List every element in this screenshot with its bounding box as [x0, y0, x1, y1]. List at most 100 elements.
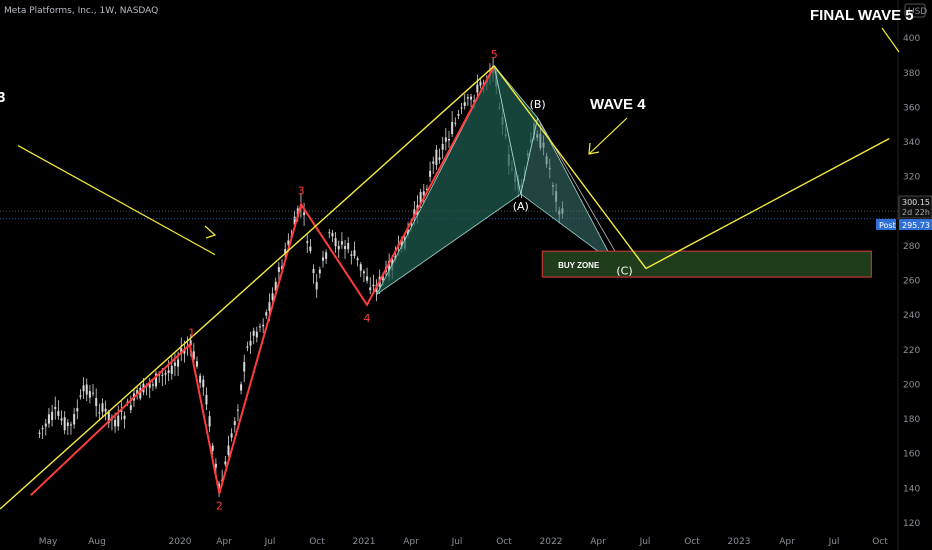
last-price-value: 300.15: [902, 198, 930, 207]
candle-body: [347, 242, 350, 250]
candle: [136, 386, 139, 400]
post-market-price: 295.73: [902, 221, 930, 230]
trend-line-impulse[interactable]: [0, 65, 495, 510]
candle: [107, 409, 110, 429]
wave-3-annotation: 3: [0, 89, 5, 106]
candle: [441, 136, 444, 159]
y-tick-label: 320: [903, 173, 920, 183]
candle-body: [73, 414, 76, 425]
y-tick-label: 240: [903, 311, 920, 321]
elliott-wave-path[interactable]: [30, 65, 496, 496]
arrow-wave-3[interactable]: [17, 145, 216, 256]
candle: [246, 341, 249, 352]
candle-body: [293, 216, 296, 225]
price-axis[interactable]: 1201401601802002202402602803003203403603…: [903, 34, 920, 529]
corrective-wave-label: (A): [513, 200, 529, 213]
candle-body: [334, 238, 337, 247]
candle-body: [98, 412, 101, 414]
candle: [224, 455, 227, 467]
buy-zone-box[interactable]: [541, 250, 872, 278]
trend-line-projection[interactable]: [493, 65, 890, 270]
y-tick-label: 260: [903, 277, 920, 287]
candle-body: [51, 411, 54, 420]
candle: [476, 74, 479, 100]
candle: [76, 399, 79, 420]
candle: [104, 400, 107, 421]
candle-body: [344, 246, 347, 250]
candle-body: [69, 424, 72, 426]
y-tick-label: 200: [903, 380, 920, 390]
candle-body: [170, 365, 173, 374]
y-tick-label: 280: [903, 242, 920, 252]
candle: [180, 337, 183, 361]
candle-body: [139, 387, 142, 399]
candle: [447, 130, 450, 148]
arrow-wave-4[interactable]: [588, 117, 628, 155]
candle: [460, 102, 463, 115]
candle: [258, 323, 261, 333]
candle-body: [180, 348, 183, 354]
candle: [356, 256, 359, 267]
candle-body: [214, 463, 217, 468]
candle-body: [325, 252, 328, 259]
y-tick-label: 360: [903, 103, 920, 113]
currency-badge[interactable]: USD: [908, 7, 927, 17]
candle: [101, 398, 104, 417]
candle-body: [400, 238, 403, 249]
candle: [73, 407, 76, 429]
candle: [271, 287, 274, 303]
candle-body: [438, 157, 441, 160]
candle: [240, 381, 243, 395]
candle: [95, 388, 98, 417]
candle-body: [192, 351, 195, 360]
candle-body: [277, 267, 280, 272]
candle-body: [303, 212, 306, 216]
candle: [44, 419, 47, 436]
candle-body: [211, 445, 214, 451]
candle-body: [306, 241, 309, 243]
candle: [202, 375, 205, 396]
candle: [470, 93, 473, 108]
candle: [63, 411, 66, 435]
pattern-bcd: [520, 116, 615, 264]
candle: [54, 396, 57, 420]
candle: [51, 404, 54, 427]
candle: [230, 428, 233, 442]
x-tick-label: 2021: [353, 537, 376, 547]
candle-body: [328, 232, 331, 234]
y-tick-label: 180: [903, 415, 920, 425]
candle-body: [262, 324, 265, 327]
candle-body: [309, 246, 312, 252]
candle-body: [189, 340, 192, 346]
candle: [347, 237, 350, 254]
candle-body: [337, 245, 340, 250]
candle: [303, 202, 306, 227]
candle-body: [284, 248, 287, 254]
x-tick-label: Jul: [264, 537, 276, 547]
time-axis[interactable]: May Aug 2020 Apr Jul Oct 2021 Apr Jul Oct 2022 Apr J…: [39, 537, 889, 547]
candle: [205, 387, 208, 411]
candle-body: [454, 122, 457, 124]
candle: [236, 404, 239, 422]
candle: [284, 242, 287, 259]
candle: [438, 148, 441, 164]
candle: [466, 94, 469, 106]
candle: [444, 128, 447, 151]
candle-body: [268, 302, 271, 311]
y-tick-label: 160: [903, 450, 920, 460]
arrow-final-wave[interactable]: [881, 27, 900, 53]
candle: [337, 240, 340, 259]
candle-body: [321, 257, 324, 261]
candle: [315, 274, 318, 298]
candle: [369, 277, 372, 295]
candle-body: [136, 390, 139, 395]
candle: [255, 326, 258, 343]
candle: [362, 269, 365, 283]
candle-body: [315, 282, 318, 290]
candle: [164, 369, 167, 385]
candle-body: [117, 415, 120, 427]
candle-body: [82, 385, 85, 392]
candle-body: [331, 232, 334, 237]
candle: [366, 267, 369, 284]
